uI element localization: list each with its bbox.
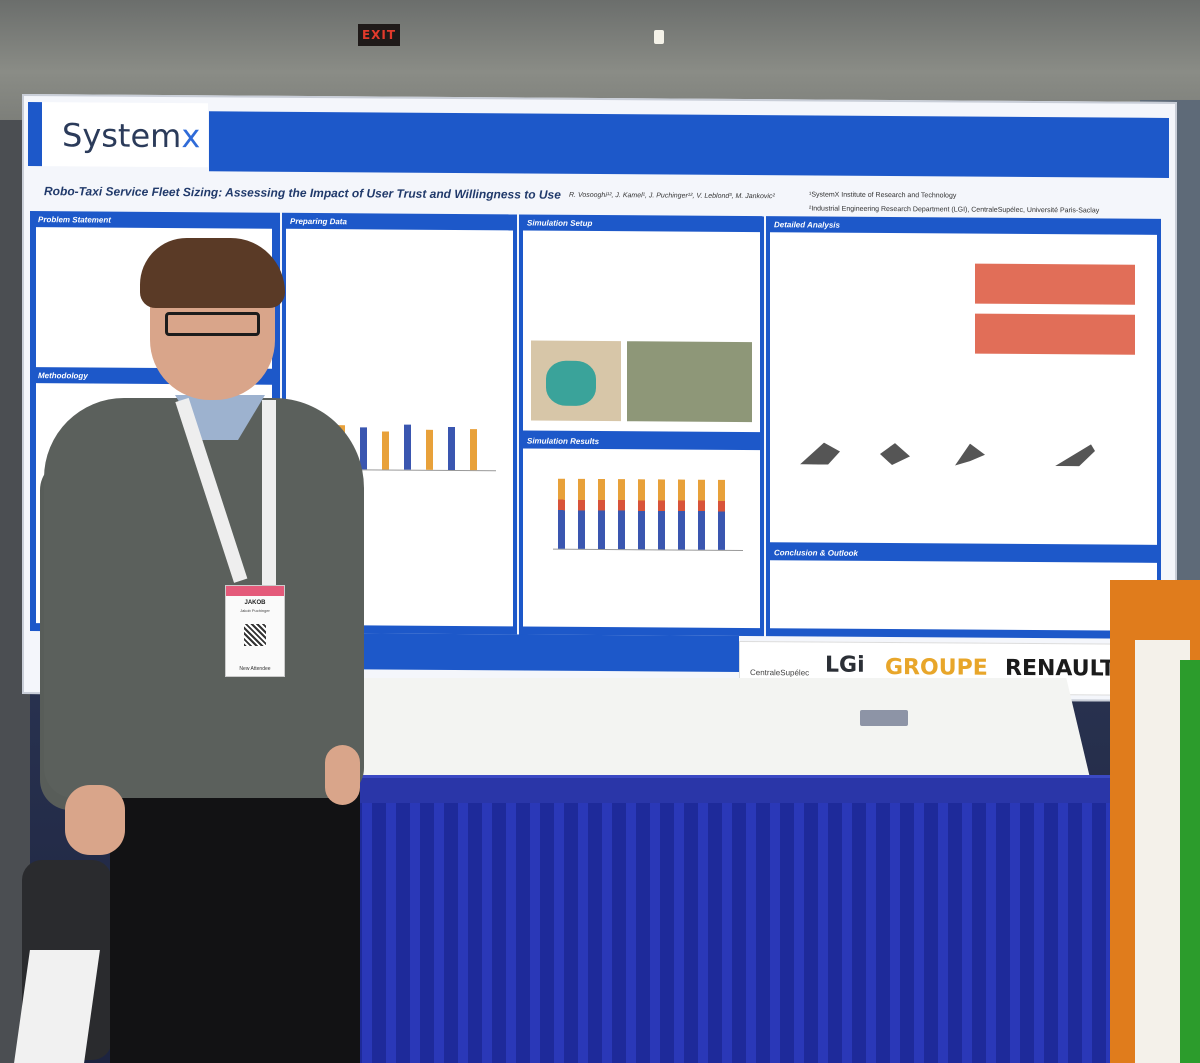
poster-column-4: Detailed Analysis Conclusion & Outlook xyxy=(766,216,1161,639)
section-title-detailed: Detailed Analysis xyxy=(774,220,840,230)
tablecloth-valance xyxy=(300,775,1110,803)
ceiling-light xyxy=(654,30,664,44)
badge-org: Jakob Puchinger xyxy=(240,608,270,613)
groupe-renault-logo-groupe: GROUPE xyxy=(885,654,988,681)
poster-title: Robo-Taxi Service Fleet Sizing: Assessin… xyxy=(44,184,561,202)
conclusion-section xyxy=(770,560,1157,631)
results-stacked-bar-chart xyxy=(553,468,743,552)
lanyard-right xyxy=(262,400,276,590)
poster-header-bar xyxy=(209,111,1169,178)
badge-footer: New Attendee xyxy=(239,666,271,672)
blue-tablecloth xyxy=(300,775,1110,1063)
map-image-2 xyxy=(627,341,752,423)
systemx-logo-text: Systemx xyxy=(62,116,201,156)
glasses xyxy=(165,312,260,336)
radar-chart-2 xyxy=(880,443,910,465)
poster-bottom-bar xyxy=(344,633,739,672)
section-title-sim-setup: Simulation Setup xyxy=(527,218,593,228)
radar-chart-3 xyxy=(955,443,985,465)
map-image-1 xyxy=(531,340,621,422)
systemx-logo: Systemx xyxy=(28,102,208,168)
poster-authors: R. Vosooghi¹², J. Kamel¹, J. Puchinger¹²… xyxy=(569,191,775,201)
section-title-problem: Problem Statement xyxy=(38,215,111,225)
person-right-hand xyxy=(325,745,360,805)
lgi-logo: LGi xyxy=(825,652,865,678)
business-card-holder xyxy=(860,710,908,726)
centralesupelec-logo: CentraleSupélec xyxy=(750,668,810,678)
simulation-results-section xyxy=(523,448,760,629)
poster-affiliation-2: ²Industrial Engineering Research Departm… xyxy=(809,205,1100,215)
green-booth-stand xyxy=(1180,660,1200,1063)
badge-qr-code xyxy=(244,624,266,646)
badge-name: JAKOB xyxy=(244,600,266,606)
radar-chart-4 xyxy=(1055,444,1095,466)
exit-sign: EXIT xyxy=(358,24,400,46)
person-left-hand xyxy=(65,785,125,855)
heatmap-2 xyxy=(975,313,1135,355)
name-badge: JAKOB Jakob Puchinger New Attendee xyxy=(225,585,285,677)
detailed-analysis-section xyxy=(770,232,1157,545)
section-title-conclusion: Conclusion & Outlook xyxy=(774,548,858,558)
section-title-sim-results: Simulation Results xyxy=(527,436,600,446)
badge-header xyxy=(226,586,284,596)
person-hair xyxy=(140,238,285,308)
section-title-preparing: Preparing Data xyxy=(290,216,347,227)
simulation-setup-section xyxy=(523,230,760,433)
section-title-methodology: Methodology xyxy=(38,371,88,381)
poster-affiliation-1: ¹SystemX Institute of Research and Techn… xyxy=(809,191,957,200)
heatmap-1 xyxy=(975,263,1135,305)
radar-chart-1 xyxy=(800,442,840,464)
groupe-renault-logo-renault: RENAULT xyxy=(1005,655,1115,682)
poster-column-3: Simulation Setup Simulation Results xyxy=(519,214,764,637)
table-top xyxy=(300,678,1090,778)
